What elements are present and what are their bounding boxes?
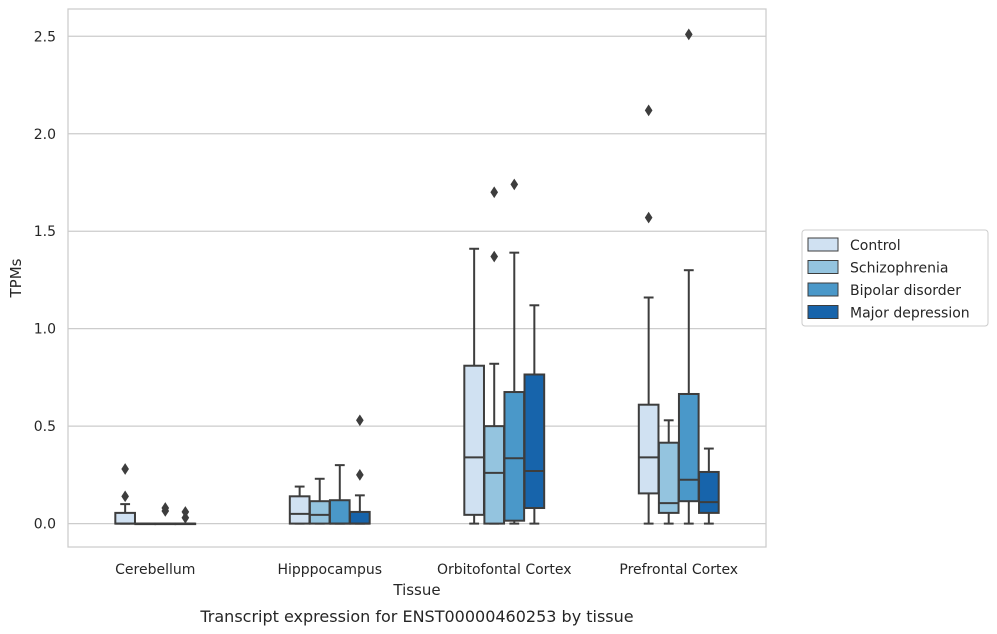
box <box>637 403 660 495</box>
box <box>523 373 546 510</box>
x-tick-labels: Cerebellum Hipppocampus Orbitofontal Corte… <box>115 562 738 578</box>
outlier-point <box>490 186 499 199</box>
outlier-point <box>121 463 129 475</box>
box <box>288 495 311 525</box>
box <box>698 470 720 514</box>
legend-swatch <box>807 305 839 319</box>
outlier-point <box>356 469 364 481</box>
box <box>114 511 136 525</box>
x-axis-label: Tissue <box>392 581 440 599</box>
box <box>503 391 526 522</box>
outlier-point <box>490 250 499 263</box>
chart-caption: Transcript expression for ENST0000046025… <box>199 607 633 626</box>
legend-frame <box>801 229 989 327</box>
box-group <box>657 419 680 525</box>
legend: Control Schizophrenia Bipolar disorder Majo… <box>801 229 989 327</box>
x-tick-label: Hipppocampus <box>277 562 382 578</box>
outlier-point <box>510 178 519 191</box>
x-tick-label: Orbitofontal Cortex <box>437 562 572 578</box>
outlier-point <box>121 490 129 503</box>
box-group <box>308 477 331 525</box>
box <box>349 510 371 525</box>
box <box>483 425 506 525</box>
x-tick-label: Prefrontal Cortex <box>619 562 738 578</box>
x-tick-label: Cerebellum <box>115 562 195 578</box>
box-group <box>637 104 660 525</box>
box-group <box>523 304 546 525</box>
legend-label: Bipolar disorder <box>850 283 961 299</box>
y-tick-labels: 0.0 0.5 1.0 1.5 2.0 2.5 <box>34 29 56 532</box>
box <box>677 392 700 503</box>
outlier-point <box>644 104 653 117</box>
box-group <box>698 447 720 525</box>
y-axis-label: TPMs <box>7 258 25 298</box>
legend-label: Schizophrenia <box>850 261 948 277</box>
legend-swatch <box>807 237 839 252</box>
box-group <box>134 522 157 526</box>
legend-label: Major depression <box>850 306 970 322</box>
y-tick-label: 0.5 <box>34 419 56 435</box>
y-tick-label: 1.0 <box>34 322 56 338</box>
box-group <box>114 463 136 525</box>
box <box>308 500 331 525</box>
y-tick-label: 2.5 <box>34 29 56 45</box>
legend-swatch <box>807 260 839 274</box>
outlier-point <box>644 211 653 224</box>
outlier-point <box>181 506 190 518</box>
outlier-point <box>356 414 364 427</box>
outlier-point <box>684 28 693 41</box>
legend-swatch <box>807 282 839 297</box>
box-group <box>677 28 700 525</box>
box-group <box>349 414 371 525</box>
box-group <box>174 506 197 526</box>
y-tick-label: 0.0 <box>34 517 56 533</box>
legend-label: Control <box>850 238 901 254</box>
box-marks <box>114 28 720 526</box>
y-tick-label: 1.5 <box>34 224 56 240</box>
y-tick-label: 2.0 <box>34 127 56 143</box>
box <box>328 499 351 525</box>
box <box>463 364 485 516</box>
outlier-point <box>161 502 170 514</box>
